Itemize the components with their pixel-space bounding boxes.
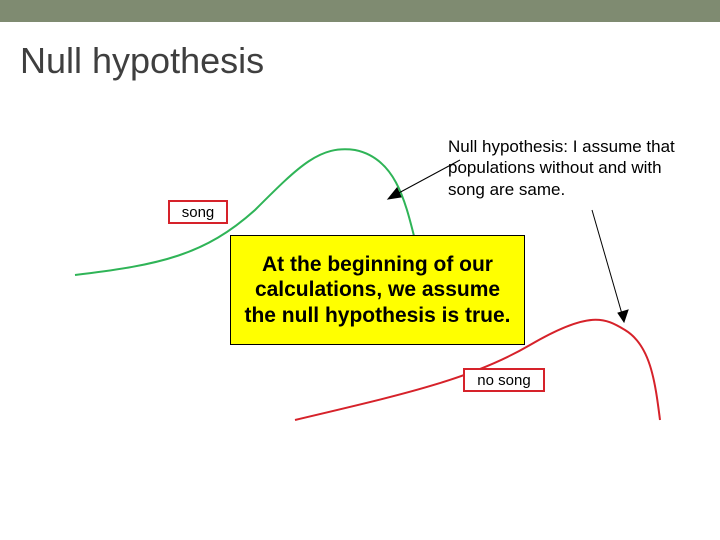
- no-song-label-box: no song: [463, 368, 545, 392]
- null-hypothesis-annotation: Null hypothesis: I assume that populatio…: [448, 136, 678, 200]
- callout-box: At the beginning of our calculations, we…: [230, 235, 525, 345]
- callout-text: At the beginning of our calculations, we…: [243, 252, 512, 328]
- no-song-label: no song: [477, 372, 530, 389]
- arrow-to-red: [592, 210, 622, 314]
- arrow-to-red-head: [618, 310, 628, 322]
- song-label-box: song: [168, 200, 228, 224]
- song-label: song: [182, 204, 215, 221]
- slide: Null hypothesis Null hypothesis: I assum…: [0, 0, 720, 540]
